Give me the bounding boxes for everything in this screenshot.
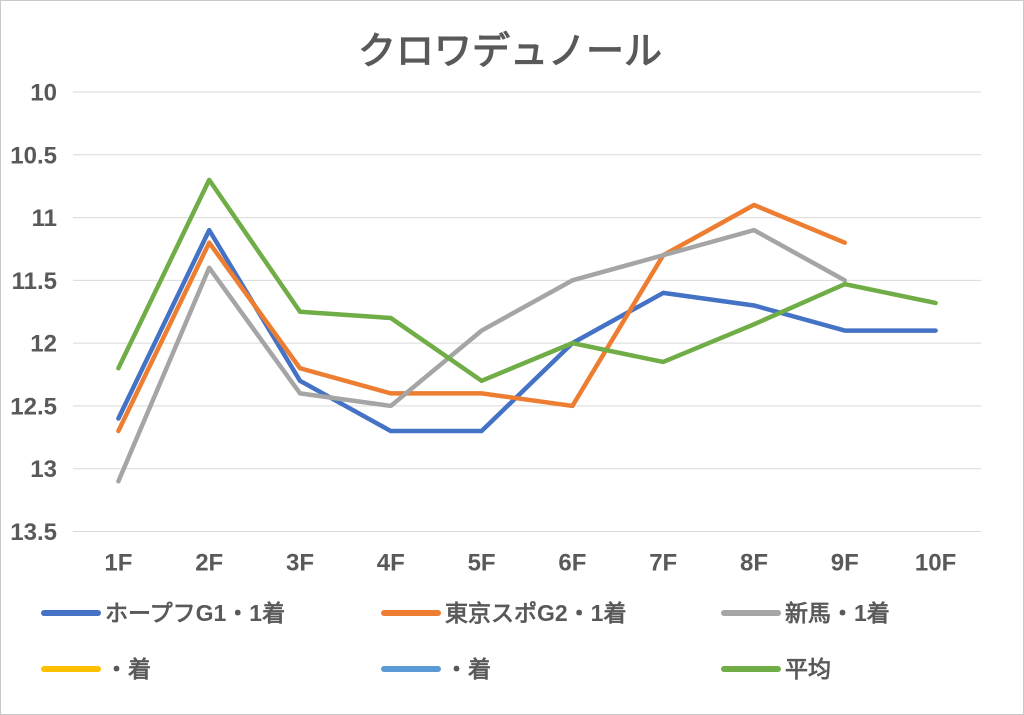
- legend-swatch: [721, 610, 781, 616]
- legend-label: 東京スポG2・1着: [445, 600, 627, 626]
- series-line-5: [116, 177, 938, 384]
- legend-item-3: ・着: [41, 656, 151, 682]
- x-axis-tick-label: 8F: [740, 550, 768, 577]
- y-axis-tick-label: 12: [30, 331, 57, 358]
- legend-item-5: 平均: [721, 656, 831, 682]
- y-axis-tick-label: 13.5: [10, 519, 57, 546]
- series-line-2: [116, 227, 848, 484]
- y-axis-tick-label: 11.5: [12, 268, 57, 295]
- x-axis-tick-label: 10F: [915, 550, 956, 577]
- y-axis-tick-label: 13: [30, 456, 57, 483]
- legend-item-0: ホープフG1・1着: [41, 600, 285, 626]
- legend-item-1: 東京スポG2・1着: [381, 600, 626, 626]
- x-axis-tick-label: 6F: [558, 550, 586, 577]
- x-axis-tick-label: 1F: [104, 550, 132, 577]
- series-line-1: [116, 202, 848, 434]
- y-axis-tick-label: 10.5: [10, 142, 57, 169]
- x-axis-tick-label: 9F: [831, 550, 859, 577]
- x-axis-tick-label: 4F: [377, 550, 405, 577]
- y-axis-tick-label: 10: [30, 80, 57, 107]
- legend-label: ホープフG1・1着: [105, 600, 286, 626]
- plot-area: 10 10.5 11 11.5 12 12.5 13 13.5 1F 2F 3F 4F 5F 6F 7F 8F…: [10, 80, 981, 577]
- legend-label: 平均: [785, 656, 831, 682]
- legend-label: 新馬・1着: [785, 600, 890, 626]
- y-axis-tick-label: 12.5: [10, 393, 57, 420]
- legend-swatch: [381, 610, 441, 616]
- legend-item-2: 新馬・1着: [721, 600, 890, 626]
- chart-title: クロワデュノール: [357, 31, 662, 73]
- legend-swatch: [41, 666, 101, 672]
- legend-label: ・着: [105, 656, 151, 682]
- x-axis-tick-label: 2F: [195, 550, 223, 577]
- y-axis-tick-label: 11: [32, 205, 57, 232]
- x-axis-tick-label: 3F: [286, 550, 314, 577]
- legend-item-4: ・着: [381, 656, 491, 682]
- legend-swatch: [721, 666, 781, 672]
- x-axis-tick-label: 5F: [468, 550, 496, 577]
- legend-swatch: [381, 666, 441, 672]
- legend-swatch: [41, 610, 101, 616]
- legend-label: ・着: [445, 656, 491, 682]
- x-axis-tick-label: 7F: [649, 550, 677, 577]
